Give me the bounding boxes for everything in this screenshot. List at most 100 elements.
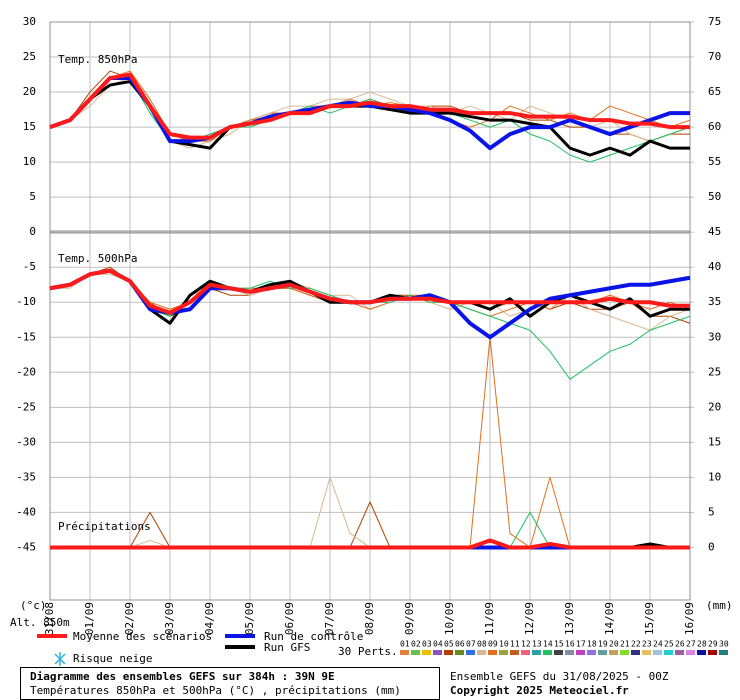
pert-label: 15: [554, 640, 564, 649]
y2-tick-label: 20: [708, 400, 721, 413]
x-tick-label: 14/09: [603, 602, 616, 635]
pert-swatch: [565, 650, 574, 655]
pert-swatch: [521, 650, 530, 655]
pert-swatch: [543, 650, 552, 655]
pert-label: 01: [400, 640, 410, 649]
pert-label: 04: [433, 640, 443, 649]
pert-label: 25: [664, 640, 674, 649]
y2-tick-label: 65: [708, 85, 721, 98]
plot-area: [49, 21, 694, 601]
y-tick-label: 15: [23, 120, 36, 133]
y2-tick-label: 40: [708, 260, 721, 273]
x-tick-label: 03/09: [163, 602, 176, 635]
legend: Moyenne des scénarios Run de contrôleRun …: [37, 630, 729, 655]
pert-label: 11: [510, 640, 520, 649]
pert-label: 02: [411, 640, 421, 649]
y-tick-label: 25: [23, 50, 36, 63]
panel-label: Temp. 500hPa: [58, 252, 137, 265]
pert-label: 30: [719, 640, 729, 649]
pert-label: 08: [477, 640, 487, 649]
legend-label: Moyenne des scénarios: [73, 630, 212, 643]
chart-subtitle: Températures 850hPa et 500hPa (°C) , pré…: [30, 684, 401, 697]
y-tick-label: -5: [23, 260, 36, 273]
pert-label: 06: [455, 640, 465, 649]
legend-label: Run GFS: [264, 641, 310, 654]
pert-swatch: [532, 650, 541, 655]
pert-swatch: [477, 650, 486, 655]
pert-swatch: [642, 650, 651, 655]
y2-unit: (mm): [706, 599, 733, 612]
y-tick-label: -10: [16, 295, 36, 308]
pert-swatch: [455, 650, 464, 655]
pert-label: 21: [620, 640, 630, 649]
pert-label: 16: [565, 640, 575, 649]
x-tick-label: 09/09: [403, 602, 416, 635]
pert-swatch: [411, 650, 420, 655]
pert-swatch: [675, 650, 684, 655]
pert-swatch: [488, 650, 497, 655]
x-tick-label: 08/09: [363, 602, 376, 635]
pert-label: 13: [532, 640, 542, 649]
pert-label: 26: [675, 640, 685, 649]
y2-tick-label: 45: [708, 225, 721, 238]
pert-label: 12: [521, 640, 531, 649]
pert-swatch: [444, 650, 453, 655]
y-tick-label: 30: [23, 15, 36, 28]
pert-swatch: [587, 650, 596, 655]
x-tick-label: 02/09: [123, 602, 136, 635]
pert-swatch: [686, 650, 695, 655]
pert-label: 29: [708, 640, 718, 649]
pert-label: 18: [587, 640, 597, 649]
y-tick-label: -35: [16, 470, 36, 483]
series-line: [49, 72, 690, 140]
copyright: Copyright 2025 Meteociel.fr: [450, 684, 629, 697]
x-tick-label: 13/09: [563, 602, 576, 635]
pert-swatch: [400, 650, 409, 655]
y2-tick-label: 30: [708, 330, 721, 343]
pert-swatch: [719, 650, 728, 655]
y2-tick-label: 10: [708, 470, 721, 483]
pert-swatch: [708, 650, 717, 655]
pert-label: 14: [543, 640, 553, 649]
x-tick-label: 16/09: [683, 602, 696, 635]
run-label: Ensemble GEFS du 31/08/2025 - 00Z: [450, 670, 669, 683]
pert-label: 22: [631, 640, 641, 649]
pert-label: 19: [598, 640, 608, 649]
pert-label: 27: [686, 640, 696, 649]
pert-swatch: [653, 650, 662, 655]
pert-swatch: [422, 650, 431, 655]
y-tick-label: -20: [16, 365, 36, 378]
pert-swatch: [554, 650, 563, 655]
x-tick-label: 11/09: [483, 602, 496, 635]
plot-border: [49, 21, 691, 601]
pert-swatch: [609, 650, 618, 655]
pert-swatch: [433, 650, 442, 655]
pert-label: 03: [422, 640, 432, 649]
y2-tick-label: 35: [708, 295, 721, 308]
pert-swatch: [499, 650, 508, 655]
y2-tick-label: 55: [708, 155, 721, 168]
y2-tick-label: 50: [708, 190, 721, 203]
pert-label: 23: [642, 640, 652, 649]
pert-label: 10: [499, 640, 509, 649]
y2-tick-label: 60: [708, 120, 721, 133]
x-tick-label: 10/09: [443, 602, 456, 635]
pert-label: 20: [609, 640, 619, 649]
y-unit: (°c): [20, 599, 47, 612]
snow-icon: [54, 652, 66, 666]
series-line: [49, 268, 690, 315]
series-line: [49, 77, 691, 163]
pert-swatch: [510, 650, 519, 655]
x-tick-label: 07/09: [323, 602, 336, 635]
y2-tick-label: 25: [708, 365, 721, 378]
y-tick-label: 20: [23, 85, 36, 98]
pert-label: 28: [697, 640, 707, 649]
pert-swatch: [631, 650, 640, 655]
y2-tick-label: 70: [708, 50, 721, 63]
y2-tick-label: 5: [708, 505, 715, 518]
x-tick-label: 31/08: [43, 602, 56, 635]
pert-swatch: [664, 650, 673, 655]
x-tick-label: 12/09: [523, 602, 536, 635]
panel-label: Précipitations: [58, 520, 151, 533]
altitude: Alt. 850m: [10, 616, 70, 629]
